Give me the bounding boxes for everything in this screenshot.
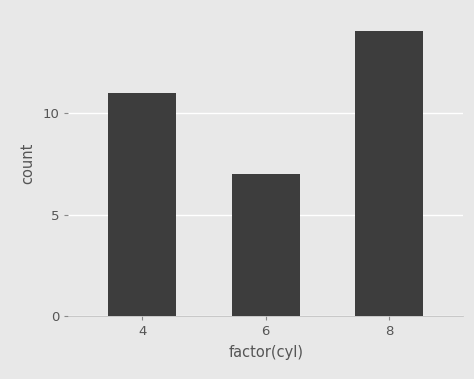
Y-axis label: count: count: [20, 143, 36, 185]
Bar: [109, 92, 176, 316]
Bar: [355, 31, 423, 316]
Bar: [232, 174, 300, 316]
X-axis label: factor(cyl): factor(cyl): [228, 345, 303, 360]
